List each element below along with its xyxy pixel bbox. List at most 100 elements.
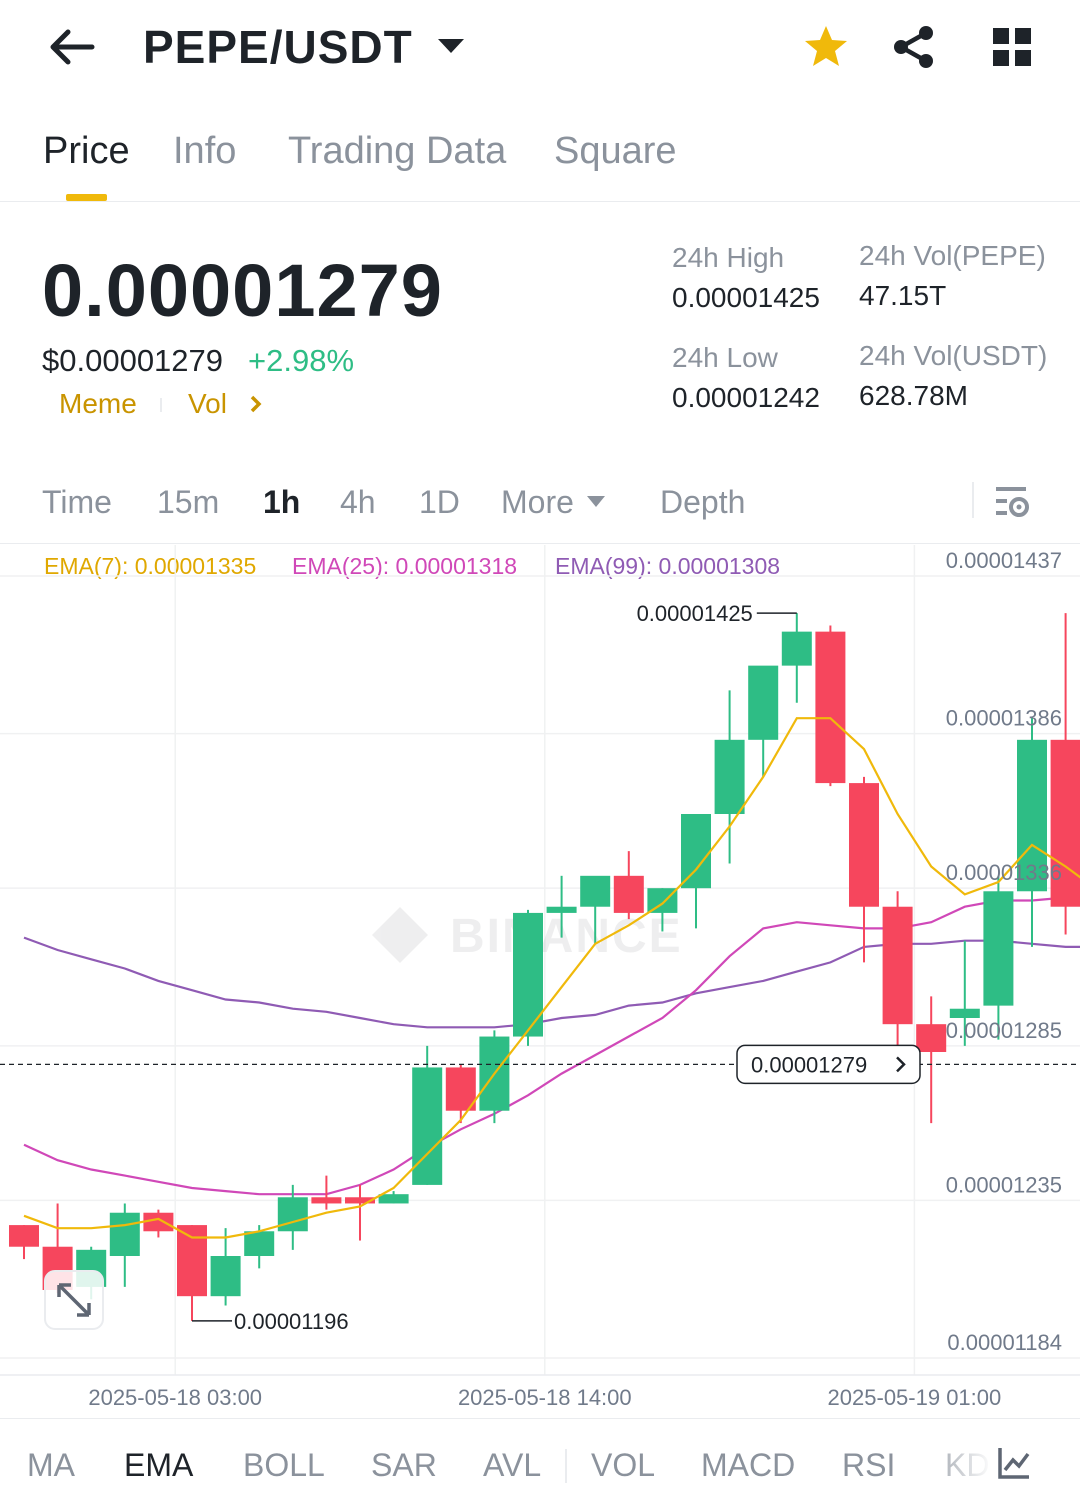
grid-icon[interactable] [987, 22, 1037, 72]
current-price-bubble[interactable]: 0.00001279 [736, 1044, 921, 1085]
indicator-bar: MA EMA BOLL SAR AVL VOL MACD RSI KD [0, 1418, 1080, 1499]
candle-up [781, 613, 812, 703]
candle-body [949, 1008, 980, 1018]
candle-down [916, 996, 947, 1124]
candle-body [210, 1256, 241, 1297]
candle-body [580, 875, 611, 907]
indicator-macd[interactable]: MACD [701, 1447, 796, 1483]
candle-up [513, 909, 543, 1046]
candle-body [311, 1197, 342, 1204]
star-icon[interactable] [801, 22, 851, 72]
candle-body [546, 906, 577, 913]
indicator-ema[interactable]: EMA [124, 1447, 194, 1483]
ema99-legend: EMA(99): 0.00001308 [555, 553, 781, 579]
tab-square[interactable]: Square [554, 130, 677, 172]
interval-more[interactable]: More [501, 484, 574, 520]
candle-body [9, 1225, 39, 1247]
tab-bar: Price Info Trading Data Square [0, 100, 1080, 202]
depth-tab[interactable]: Depth [660, 484, 746, 520]
low-value: 0.00001242 [672, 382, 820, 413]
candle-down [613, 851, 644, 920]
candle-down [345, 1184, 375, 1241]
indicator-boll[interactable]: BOLL [243, 1447, 325, 1483]
candle-up [681, 814, 711, 929]
candle-down [143, 1209, 174, 1238]
y-tick-label: 0.00001437 [946, 548, 1062, 573]
candle-body [748, 665, 779, 740]
candle-body [1050, 739, 1080, 907]
tab-info[interactable]: Info [173, 130, 237, 172]
candle-body [143, 1212, 174, 1232]
indicator-vol[interactable]: VOL [591, 1447, 656, 1483]
candle-down [815, 625, 846, 787]
indicator-ma[interactable]: MA [27, 1447, 75, 1483]
back-arrow-icon[interactable] [44, 22, 100, 72]
interval-15m[interactable]: 15m [157, 484, 220, 520]
tag-vol[interactable]: Vol [188, 388, 227, 419]
tab-price[interactable]: Price [43, 130, 130, 172]
price-change: +2.98% [248, 343, 355, 378]
candle-down [311, 1175, 342, 1210]
indicator-divider [565, 1449, 567, 1483]
chart-indicator-icon[interactable] [996, 1445, 1032, 1481]
low-marker-label: 0.00001196 [234, 1309, 349, 1334]
interval-4h[interactable]: 4h [340, 484, 376, 520]
indicator-rsi[interactable]: RSI [842, 1447, 896, 1483]
scroll-fade [920, 1419, 1010, 1499]
candle-down [849, 776, 879, 963]
active-tab-indicator [66, 194, 107, 201]
interval-time[interactable]: Time [42, 484, 112, 520]
candle-body [882, 906, 913, 1025]
tag-meme[interactable]: Meme [59, 388, 137, 419]
candle-down [445, 1064, 476, 1124]
usd-price: $0.00001279 [42, 343, 224, 378]
price-bubble-label: 0.00001279 [751, 1052, 867, 1077]
vol-base-value: 47.15T [859, 280, 947, 311]
share-icon[interactable] [889, 22, 939, 72]
chart-canvas[interactable]: BINANCE 0.00001437 0.00001386 0.00001336 0.… [0, 545, 1080, 1415]
y-tick-label: 0.00001235 [946, 1172, 1062, 1197]
top-bar: PEPE/USDT [0, 0, 1080, 100]
vol-quote-label: 24h Vol(USDT) [859, 340, 1048, 371]
candle-body [378, 1194, 409, 1204]
indicator-sar[interactable]: SAR [371, 1447, 437, 1483]
tag-divider [160, 398, 162, 412]
ema25-line [23, 896, 1080, 1196]
y-tick-label: 0.00001285 [946, 1018, 1062, 1043]
candle-body [849, 783, 879, 907]
candle-up [580, 875, 611, 944]
candlestick-chart[interactable]: BINANCE 0.00001437 0.00001386 0.00001336 0.… [0, 545, 1080, 1415]
ema99-line [23, 936, 1080, 1029]
candle-body [109, 1212, 140, 1256]
expand-icon [44, 1270, 104, 1330]
candle-body [781, 631, 812, 666]
more-caret-icon[interactable] [585, 494, 607, 510]
indicator-avl[interactable]: AVL [483, 1447, 542, 1483]
candle-down [9, 1225, 39, 1260]
x-tick-label: 2025-05-19 01:00 [828, 1385, 1002, 1410]
x-tick-label: 2025-05-18 14:00 [458, 1385, 632, 1410]
vol-quote-value: 628.78M [859, 380, 968, 411]
chart-grid [0, 545, 1080, 1376]
candle-body [613, 875, 644, 913]
candle-body [983, 891, 1014, 1006]
candle-body [177, 1225, 207, 1297]
tab-trading-data[interactable]: Trading Data [288, 130, 507, 172]
candle-up [983, 875, 1014, 1040]
chart-settings-icon[interactable] [992, 482, 1032, 522]
pair-dropdown-icon[interactable] [436, 36, 466, 56]
high-value: 0.00001425 [672, 282, 820, 313]
interval-1h[interactable]: 1h [263, 484, 301, 520]
high-marker-label: 0.00001425 [637, 601, 753, 626]
price-bubble-box [736, 1044, 921, 1085]
interval-1d[interactable]: 1D [419, 484, 460, 520]
chevron-right-icon[interactable] [248, 394, 264, 414]
ema7-legend: EMA(7): 0.00001335 [44, 553, 257, 579]
candle-down [882, 891, 913, 1071]
y-tick-label: 0.00001184 [947, 1330, 1062, 1355]
high-label: 24h High [672, 242, 785, 273]
ema7-line [23, 717, 1080, 1239]
pair-title[interactable]: PEPE/USDT [143, 21, 413, 73]
watermark: BINANCE [372, 907, 681, 963]
candle-up [109, 1203, 140, 1287]
